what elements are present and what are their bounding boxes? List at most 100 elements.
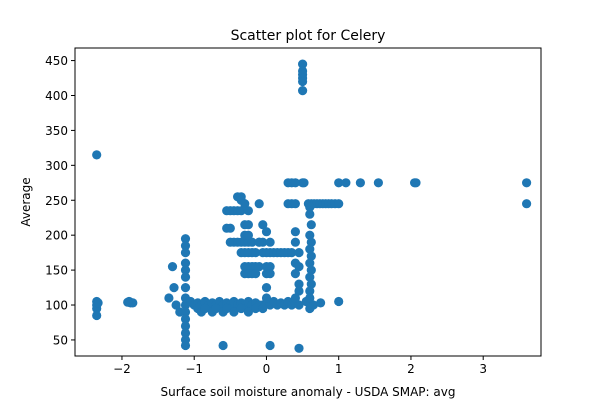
data-point bbox=[167, 262, 178, 272]
data-point bbox=[254, 237, 264, 247]
x-tick-label: 0 bbox=[263, 362, 271, 376]
y-tick-label: 250 bbox=[45, 194, 68, 208]
data-point bbox=[92, 310, 102, 321]
data-point bbox=[180, 241, 191, 251]
data-point bbox=[243, 307, 253, 317]
data-point bbox=[265, 340, 275, 351]
data-point bbox=[290, 269, 300, 279]
data-point bbox=[306, 265, 316, 275]
data-point bbox=[265, 237, 275, 247]
data-point bbox=[254, 262, 264, 272]
data-point bbox=[341, 178, 351, 188]
data-point bbox=[180, 321, 191, 331]
data-point bbox=[180, 307, 191, 317]
data-point bbox=[93, 298, 103, 308]
data-point bbox=[334, 199, 344, 209]
x-tick-label: 3 bbox=[479, 362, 487, 376]
data-point bbox=[298, 86, 308, 96]
data-point bbox=[290, 237, 300, 247]
data-point bbox=[290, 199, 300, 209]
y-tick-label: 400 bbox=[45, 89, 68, 103]
data-point bbox=[229, 307, 239, 317]
data-point bbox=[355, 178, 365, 188]
data-point bbox=[294, 279, 304, 289]
data-point bbox=[522, 178, 532, 188]
data-point bbox=[180, 272, 191, 282]
data-point bbox=[164, 293, 174, 303]
data-point bbox=[265, 262, 275, 272]
data-point bbox=[180, 265, 191, 275]
data-point bbox=[294, 300, 304, 310]
data-point bbox=[251, 303, 261, 314]
data-point bbox=[180, 314, 191, 324]
data-point bbox=[225, 223, 235, 233]
x-axis: −2 −1 0 1 2 3 bbox=[113, 356, 487, 376]
data-point bbox=[305, 209, 315, 219]
y-tick-label: 150 bbox=[45, 264, 68, 278]
data-point bbox=[243, 220, 253, 230]
data-point bbox=[180, 340, 191, 351]
data-point bbox=[305, 244, 315, 254]
data-point bbox=[298, 76, 308, 87]
data-point bbox=[373, 178, 383, 188]
x-axis-label: Surface soil moisture anomaly - USDA SMA… bbox=[161, 385, 456, 399]
data-point bbox=[258, 303, 268, 314]
data-point bbox=[236, 303, 246, 314]
data-point bbox=[169, 283, 179, 293]
data-point bbox=[294, 248, 304, 258]
data-point bbox=[522, 199, 532, 209]
data-point bbox=[211, 303, 221, 314]
data-point bbox=[180, 328, 191, 338]
data-point bbox=[294, 262, 304, 272]
data-point bbox=[265, 269, 275, 279]
data-point bbox=[251, 269, 261, 279]
data-point bbox=[305, 258, 315, 268]
data-point bbox=[305, 303, 315, 314]
data-point bbox=[251, 248, 261, 258]
data-point bbox=[258, 220, 268, 230]
data-point bbox=[290, 293, 300, 303]
data-point bbox=[294, 286, 304, 296]
data-point bbox=[306, 251, 316, 261]
data-point bbox=[306, 279, 316, 289]
data-point bbox=[92, 150, 102, 160]
y-tick-label: 450 bbox=[45, 54, 68, 68]
y-axis-label: Average bbox=[19, 177, 33, 226]
data-point bbox=[180, 248, 191, 258]
y-tick-label: 50 bbox=[53, 333, 68, 347]
data-point bbox=[243, 206, 253, 216]
data-point bbox=[236, 206, 246, 216]
data-point bbox=[305, 230, 315, 240]
data-point bbox=[171, 300, 181, 310]
data-point bbox=[316, 298, 326, 308]
data-point bbox=[180, 258, 191, 268]
y-tick-label: 300 bbox=[45, 159, 68, 173]
y-tick-label: 100 bbox=[45, 299, 68, 313]
data-point bbox=[180, 234, 191, 244]
data-point bbox=[180, 283, 191, 293]
data-point bbox=[123, 297, 133, 307]
data-point bbox=[411, 178, 421, 188]
data-point bbox=[222, 303, 232, 314]
data-point bbox=[247, 237, 257, 247]
data-point bbox=[200, 303, 210, 314]
data-point bbox=[305, 272, 315, 282]
data-point bbox=[261, 227, 272, 237]
data-point bbox=[290, 227, 300, 237]
scatter-marks bbox=[92, 59, 532, 353]
x-tick-label: −2 bbox=[113, 362, 131, 376]
x-tick-label: 1 bbox=[335, 362, 343, 376]
data-point bbox=[299, 178, 309, 188]
data-point bbox=[294, 343, 304, 353]
data-point bbox=[240, 199, 250, 209]
x-tick-label: 2 bbox=[407, 362, 415, 376]
data-point bbox=[306, 237, 316, 247]
data-point bbox=[334, 178, 344, 188]
data-point bbox=[218, 340, 228, 351]
y-axis: 50 100 150 200 250 300 350 400 450 bbox=[45, 54, 75, 347]
data-point bbox=[305, 202, 315, 212]
data-point bbox=[287, 248, 297, 258]
data-point bbox=[261, 283, 272, 293]
data-point bbox=[334, 296, 344, 307]
